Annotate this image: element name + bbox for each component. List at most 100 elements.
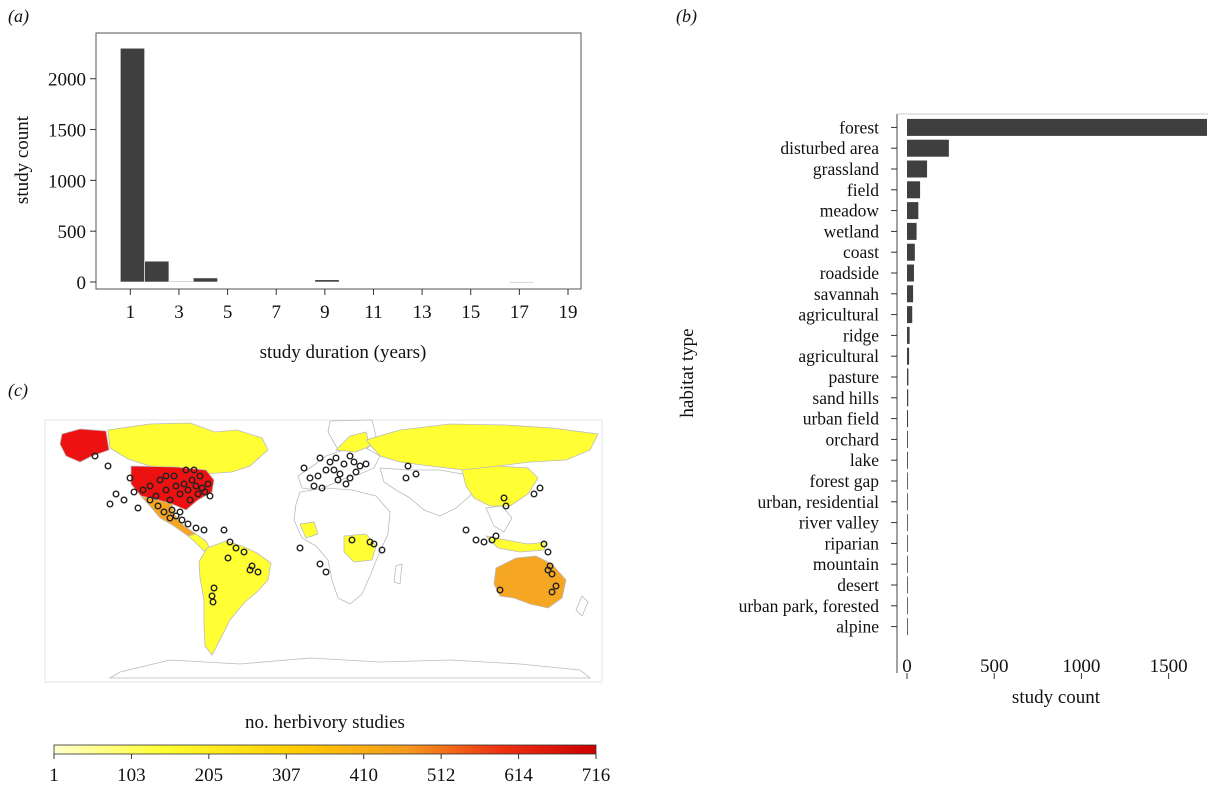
x-tick-label: 1 — [126, 302, 136, 323]
habitat-bar — [907, 139, 949, 157]
habitat-label: agricultural — [798, 305, 879, 325]
study-site-point — [552, 582, 560, 590]
study-site-point — [402, 474, 410, 482]
panel-b-x-axis-title: study count — [1012, 687, 1101, 708]
habitat-bar — [907, 451, 908, 469]
legend-tick-label: 205 — [195, 765, 224, 786]
map-southeast-asia — [485, 505, 513, 533]
study-site-point — [540, 540, 548, 548]
legend-colorbar — [53, 744, 597, 755]
habitat-bar — [907, 326, 910, 344]
habitat-label: forest gap — [810, 471, 880, 491]
panel-b-y-axis-title: habitat type — [677, 328, 698, 417]
map-madagascar — [393, 563, 403, 585]
x-tick-label: 500 — [980, 656, 1009, 677]
legend-tick-label: 1 — [49, 765, 59, 786]
habitat-bar — [907, 118, 1207, 136]
x-tick-label: 9 — [320, 302, 330, 323]
study-site-point — [544, 548, 552, 556]
study-site-point — [166, 514, 174, 522]
study-site-point — [530, 490, 538, 498]
habitat-bar — [907, 368, 909, 386]
legend-tick-label: 614 — [504, 765, 533, 786]
habitat-label: river valley — [799, 513, 879, 533]
study-site-point — [544, 566, 552, 574]
x-tick-label: 19 — [559, 302, 578, 323]
study-site-point — [154, 502, 162, 510]
habitat-label: grassland — [813, 159, 879, 179]
habitat-label: ridge — [843, 325, 879, 345]
study-site-point — [176, 490, 184, 498]
y-tick-label: 1000 — [48, 171, 86, 192]
panel-a-plot-border — [95, 32, 582, 290]
study-site-point — [130, 488, 138, 496]
study-site-point — [548, 588, 556, 596]
study-site-point — [192, 482, 200, 490]
study-site-point — [348, 536, 356, 544]
map-new-zealand — [575, 595, 589, 617]
habitat-label: wetland — [824, 221, 880, 241]
habitat-label: disturbed area — [780, 138, 879, 158]
map-china — [461, 465, 539, 507]
y-tick-label: 500 — [58, 222, 87, 243]
x-tick-label: 17 — [510, 302, 529, 323]
study-site-point — [162, 472, 170, 480]
y-tick-label: 2000 — [48, 70, 86, 91]
legend-tick-label: 103 — [117, 765, 146, 786]
x-tick-label: 0 — [902, 656, 912, 677]
habitat-bar — [907, 347, 910, 365]
study-site-point — [480, 538, 488, 546]
legend-tick-label: 410 — [349, 765, 378, 786]
study-site-point — [188, 476, 196, 484]
study-site-point — [352, 468, 360, 476]
study-site-point — [314, 472, 322, 480]
x-tick-label: 3 — [174, 302, 184, 323]
study-site-point — [162, 486, 170, 494]
habitat-bar — [907, 306, 913, 324]
study-site-point — [316, 454, 324, 462]
study-site-point — [139, 486, 147, 494]
map-africa — [293, 487, 391, 605]
panel-b-label: (b) — [676, 6, 697, 27]
study-site-point — [106, 500, 114, 508]
histogram-bar — [168, 280, 194, 283]
study-site-point — [246, 566, 254, 574]
study-site-point — [412, 470, 420, 478]
habitat-bar — [907, 243, 915, 261]
study-site-point — [200, 526, 208, 534]
habitat-bar — [907, 264, 914, 282]
legend-tick-label: 512 — [427, 765, 456, 786]
legend-tick-label: 716 — [582, 765, 611, 786]
study-site-point — [322, 568, 330, 576]
habitat-label: meadow — [820, 201, 880, 221]
study-site-point — [178, 516, 186, 524]
histogram-bar — [509, 281, 534, 283]
study-site-point — [176, 508, 184, 516]
habitat-bar — [907, 514, 908, 532]
study-site-point — [326, 458, 334, 466]
habitat-label: desert — [837, 575, 879, 595]
study-site-point — [160, 508, 168, 516]
habitat-bar — [907, 160, 928, 178]
study-site-point — [318, 484, 326, 492]
study-site-point — [346, 474, 354, 482]
study-site-point — [156, 476, 164, 484]
study-site-point — [330, 466, 338, 474]
map-antarctica — [108, 657, 592, 679]
x-tick-label: 15 — [461, 302, 480, 323]
study-site-point — [310, 482, 318, 490]
x-tick-label: 1500 — [1150, 656, 1188, 677]
study-site-point — [346, 452, 354, 460]
study-site-point — [182, 466, 190, 474]
x-tick-label: 7 — [271, 302, 281, 323]
study-site-point — [362, 460, 370, 468]
study-site-point — [146, 496, 154, 504]
habitat-label: pasture — [828, 367, 879, 387]
study-site-point — [209, 598, 217, 606]
study-site-point — [170, 472, 178, 480]
study-site-point — [548, 570, 556, 578]
panel-a-y-axis-title: study count — [12, 115, 33, 204]
study-site-point — [496, 586, 504, 594]
